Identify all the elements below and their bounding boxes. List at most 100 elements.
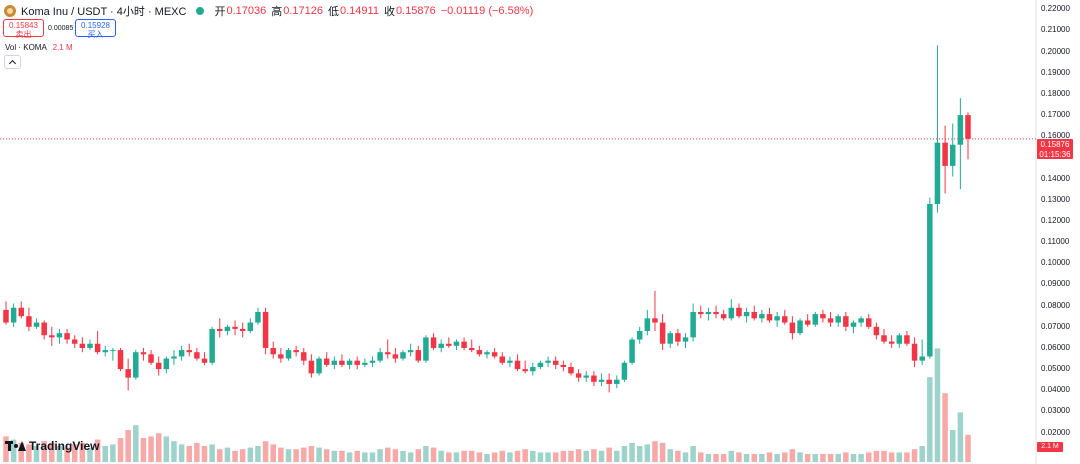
candle-body [621, 362, 628, 380]
volume-bar [896, 452, 903, 462]
price-axis-label: 0.18000 [1041, 88, 1070, 98]
candle-body [117, 350, 124, 370]
volume-bar [491, 452, 498, 462]
candle-body [87, 343, 93, 348]
buy-button[interactable]: 0.15928 买入 [75, 19, 116, 39]
volume-bar [782, 452, 788, 462]
candle-body [133, 352, 139, 378]
volume-bar [904, 452, 910, 462]
candle-body [636, 331, 643, 340]
price-axis-label: 0.14000 [1041, 173, 1070, 183]
price-axis-label: 0.05000 [1041, 364, 1070, 374]
candle-body [484, 352, 490, 355]
volume-bar [346, 452, 353, 462]
volume-bar [667, 449, 673, 462]
volume-bar [552, 452, 559, 462]
close-value: 0.15876 [395, 5, 436, 17]
volume-bar [484, 454, 490, 462]
sell-price: 0.15843 [9, 21, 38, 30]
volume-bar [499, 450, 506, 462]
volume-bar [308, 446, 315, 462]
candle-body [919, 356, 925, 361]
volume-bar [102, 446, 109, 462]
candle-body [26, 316, 32, 327]
candle-body [820, 314, 826, 319]
collapse-legend-button[interactable] [4, 55, 21, 69]
change-value: −0.01119 (−6.58%) [440, 5, 534, 17]
candle-body [774, 316, 780, 321]
price-axis-label: 0.03000 [1041, 406, 1070, 416]
volume-bar [110, 444, 116, 462]
price-axis-label: 0.20000 [1041, 46, 1070, 56]
candle-body [155, 362, 162, 370]
volume-bar [682, 452, 689, 462]
volume-bar [3, 436, 9, 462]
volume-bar [49, 442, 55, 462]
tradingview-logo[interactable]: TradingView [5, 439, 99, 453]
price-axis-label: 0.19000 [1041, 67, 1070, 77]
low-value: 0.14911 [339, 5, 379, 17]
volume-bar [873, 450, 880, 462]
volume-bar [155, 433, 162, 462]
high-label: 高 [271, 6, 283, 18]
volume-bar [812, 454, 819, 462]
candle-body [614, 379, 620, 384]
volume-bar [591, 449, 597, 462]
volume-bar [41, 441, 47, 462]
candle-body [804, 320, 811, 325]
volume-bar [728, 450, 735, 462]
candle-body [194, 352, 200, 359]
candle-body [79, 343, 86, 348]
volume-bar [79, 442, 86, 462]
high-value: 0.17126 [283, 5, 323, 17]
price-axis-label: 0.04000 [1041, 385, 1070, 395]
symbol-title[interactable]: Koma Inu / USDT · 4小时 · MEXC [21, 6, 187, 18]
candle-body [255, 311, 261, 323]
last-price-value: 0.15876 [1040, 140, 1070, 149]
volume-bar [354, 450, 360, 462]
buy-label: 买入 [87, 30, 104, 39]
candle-body [835, 316, 841, 323]
volume-bar [545, 452, 551, 462]
volume-bar [705, 454, 712, 462]
volume-bar [171, 441, 177, 462]
volume-bar [636, 446, 643, 462]
volume-bar [720, 454, 727, 462]
candle-body [911, 343, 918, 361]
candle-body [720, 314, 727, 319]
candle-body [438, 343, 444, 348]
volume-bar [614, 450, 620, 462]
candle-body [423, 337, 429, 361]
bar-countdown: 01:15:36 [1039, 150, 1071, 159]
candle-body [148, 354, 154, 363]
candle-body [354, 360, 360, 365]
candle-body [400, 352, 406, 359]
volume-bar [140, 438, 147, 462]
volume-bar [736, 452, 742, 462]
volume-bar [369, 452, 376, 462]
volume-bar [507, 452, 513, 462]
volume-bar [400, 450, 406, 462]
volume-bar [629, 442, 635, 462]
candle-body [896, 335, 903, 344]
candle-body [201, 358, 208, 363]
volume-bar [209, 444, 215, 462]
candle-body [927, 204, 933, 357]
spread-value: 0.00085 [48, 25, 74, 32]
candle-body [652, 318, 658, 323]
volume-bar [713, 454, 719, 462]
candle-body [751, 311, 757, 319]
candle-body [575, 373, 582, 378]
candle-body [514, 360, 521, 370]
candle-body [49, 335, 55, 338]
volume-legend-value: 2.1 M [52, 43, 73, 52]
close-label: 收 [383, 6, 395, 18]
candle-body [858, 318, 864, 323]
candle-body [591, 375, 597, 382]
volume-bar [675, 450, 681, 462]
sell-button[interactable]: 0.15843 卖出 [3, 19, 44, 39]
candle-body [186, 350, 192, 353]
candle-body [552, 360, 559, 365]
volume-bar [148, 436, 154, 462]
